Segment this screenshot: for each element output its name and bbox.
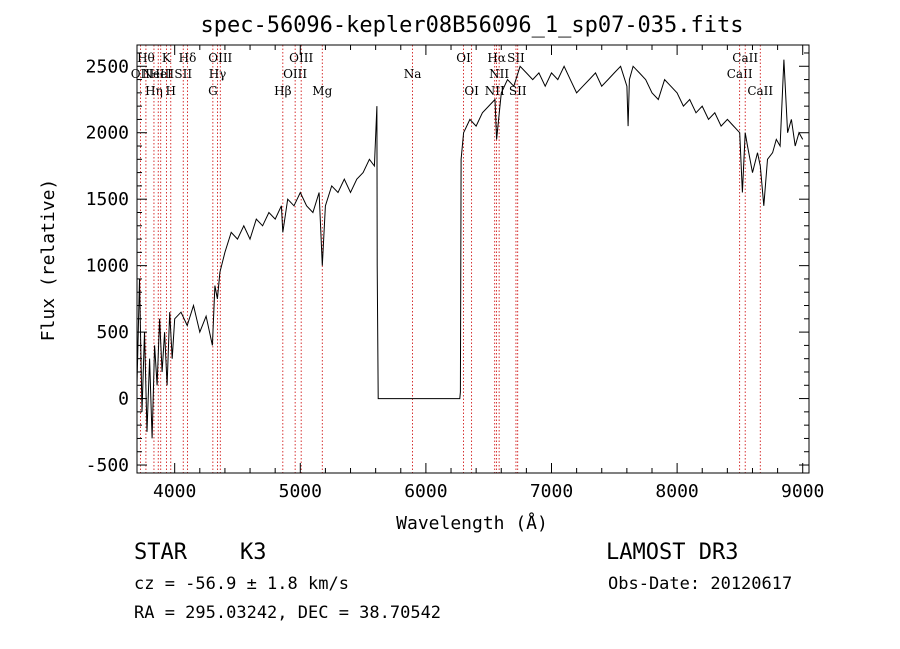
- y-axis-label: Flux (relative): [38, 179, 59, 342]
- line-marker-label: Hβ: [274, 84, 291, 98]
- line-marker-label: CaII: [732, 51, 758, 65]
- line-marker-label: Hη: [145, 84, 163, 98]
- plot-frame: [136, 44, 810, 474]
- object-class: STAR: [134, 540, 187, 565]
- x-tick-label: 8000: [655, 481, 698, 502]
- line-marker-label: Hδ: [179, 51, 197, 65]
- redshift-cz: cz = -56.9 ± 1.8 km/s: [134, 574, 349, 594]
- chart-title: spec-56096-kepler08B56096_1_sp07-035.fit…: [200, 13, 743, 38]
- line-marker-label: OIII: [289, 51, 313, 65]
- spectrum-series: [136, 59, 804, 439]
- line-marker-label: HeI: [150, 67, 173, 81]
- line-marker-label: OI: [464, 84, 479, 98]
- line-marker-label: OIII: [283, 67, 307, 81]
- line-marker-label: Hγ: [209, 67, 227, 81]
- line-marker-label: SII: [174, 67, 192, 81]
- x-axis-label: Wavelength (Å): [396, 512, 548, 534]
- y-tick-label: -500: [86, 455, 129, 476]
- x-tick-label: 9000: [781, 481, 824, 502]
- line-markers: OIIHθHηNeIIIHeIKHSIIHδGHγOIIIHβOIIIOIIIM…: [131, 45, 773, 473]
- x-tick-label: 7000: [530, 481, 573, 502]
- line-marker-label: Mg: [312, 84, 332, 98]
- y-tick-label: 1000: [86, 256, 129, 277]
- axes: 4000 5000 6000 7000 8000 9000 -500 0 500 1000 1500…: [86, 44, 824, 502]
- line-marker-label: CaII: [727, 67, 753, 81]
- line-marker-label: NII: [485, 84, 505, 98]
- line-marker-label: H: [166, 84, 176, 98]
- line-marker-label: NII: [489, 67, 509, 81]
- line-marker-label: Hα: [487, 51, 506, 65]
- y-tick-label: 2500: [86, 56, 129, 77]
- line-marker-label: OIII: [208, 51, 232, 65]
- line-marker-label: G: [208, 84, 218, 98]
- line-marker-label: K: [162, 51, 172, 65]
- line-marker-label: Na: [404, 67, 422, 81]
- coordinates: RA = 295.03242, DEC = 38.70542: [134, 603, 442, 623]
- x-tick-label: 5000: [279, 481, 322, 502]
- survey-name: LAMOST DR3: [606, 540, 739, 565]
- line-marker-label: SII: [509, 84, 527, 98]
- y-tick-label: 500: [96, 322, 129, 343]
- spectrum-line: [136, 59, 804, 439]
- x-tick-label: 4000: [153, 481, 196, 502]
- line-marker-label: CaII: [747, 84, 773, 98]
- line-marker-label: SII: [507, 51, 525, 65]
- y-tick-label: 0: [118, 389, 129, 410]
- obs-date: Obs-Date: 20120617: [608, 574, 793, 594]
- x-tick-label: 6000: [404, 481, 447, 502]
- line-marker-label: OI: [456, 51, 471, 65]
- y-tick-label: 1500: [86, 189, 129, 210]
- object-subclass: K3: [240, 540, 267, 565]
- line-marker-label: Hθ: [137, 51, 155, 65]
- line-marker-label: OII: [131, 67, 151, 81]
- y-tick-label: 2000: [86, 123, 129, 144]
